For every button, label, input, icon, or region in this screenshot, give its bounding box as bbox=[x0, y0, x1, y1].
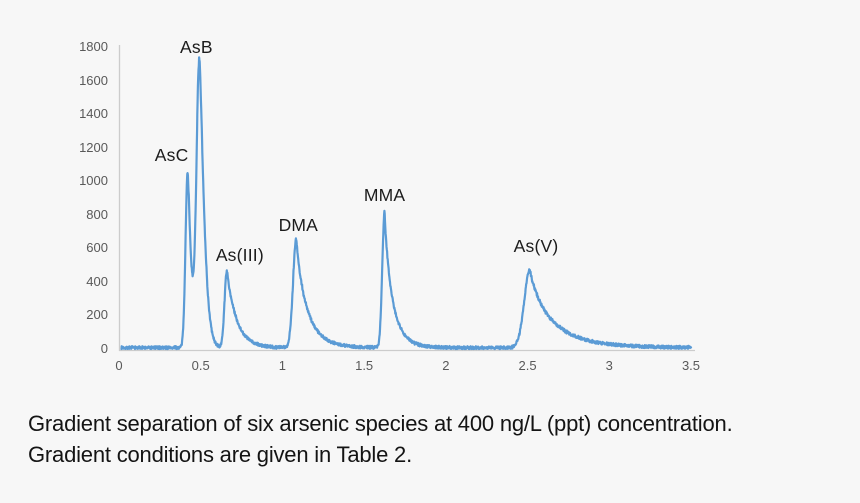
x-tick-label: 1.5 bbox=[355, 358, 374, 373]
caption-line-2: Gradient conditions are given in Table 2… bbox=[28, 442, 412, 467]
signal-trace bbox=[120, 56, 693, 351]
y-tick-label: 800 bbox=[86, 206, 108, 222]
y-tick-label: 1600 bbox=[79, 72, 108, 88]
peak-label-asiii: As(III) bbox=[215, 245, 264, 265]
caption-line-1: Gradient separation of six arsenic speci… bbox=[28, 411, 733, 436]
peak-label-asc: AsC bbox=[154, 145, 189, 165]
y-tick-label: 1400 bbox=[79, 106, 108, 122]
chromatogram-chart: 0 200 400 600 800 1000 1200 1400 1600 1800 0 0.5 1 1.… bbox=[79, 37, 701, 373]
x-tick-label: 1 bbox=[278, 358, 287, 373]
y-tick-label: 600 bbox=[86, 240, 108, 256]
y-tick-label: 0 bbox=[100, 341, 108, 356]
x-tick-label: 3 bbox=[605, 358, 613, 373]
y-tick-label: 1800 bbox=[79, 39, 108, 54]
y-tick-label: 200 bbox=[86, 307, 108, 323]
x-tick-label: 2.5 bbox=[518, 358, 537, 373]
figure-caption: Gradient separation of six arsenic speci… bbox=[28, 408, 843, 470]
x-tick-label: 3.5 bbox=[681, 358, 701, 373]
x-tick-label: 2 bbox=[442, 358, 450, 373]
peak-label-mma: MMA bbox=[363, 185, 406, 205]
y-tick-label: 1000 bbox=[79, 173, 108, 189]
x-tick-label: 0.5 bbox=[191, 358, 210, 373]
peak-label-asb: AsB bbox=[180, 37, 213, 57]
y-tick-label: 400 bbox=[86, 273, 108, 289]
peak-label-asv: As(V) bbox=[513, 236, 559, 256]
x-tick-label: 0 bbox=[115, 358, 123, 373]
peak-label-dma: DMA bbox=[278, 215, 319, 235]
chromatogram-plot bbox=[118, 45, 695, 352]
y-tick-label: 1200 bbox=[79, 139, 108, 155]
